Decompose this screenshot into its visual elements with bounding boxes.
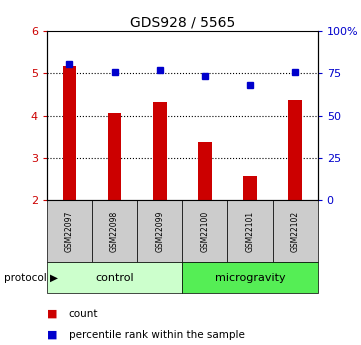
Bar [243, 176, 257, 200]
Bar [153, 102, 166, 200]
Bar [227, 200, 273, 262]
Text: GSM22098: GSM22098 [110, 210, 119, 252]
Bar [47, 262, 182, 293]
Text: GSM22099: GSM22099 [155, 210, 164, 252]
Bar [182, 200, 227, 262]
Text: GSM22100: GSM22100 [200, 210, 209, 252]
Bar [198, 142, 212, 200]
Text: control: control [95, 273, 134, 283]
Text: count: count [69, 309, 98, 319]
Text: percentile rank within the sample: percentile rank within the sample [69, 330, 244, 339]
Bar [47, 200, 92, 262]
Bar [137, 200, 182, 262]
Text: GSM22102: GSM22102 [291, 210, 300, 252]
Text: GSM22097: GSM22097 [65, 210, 74, 252]
Text: microgravity: microgravity [215, 273, 285, 283]
Bar [92, 200, 137, 262]
Bar [108, 114, 121, 200]
Bar [273, 200, 318, 262]
Bar [288, 99, 302, 200]
Text: GSM22101: GSM22101 [245, 210, 255, 252]
Title: GDS928 / 5565: GDS928 / 5565 [130, 16, 235, 30]
Text: ■: ■ [47, 309, 57, 319]
Bar [182, 262, 318, 293]
Bar [63, 66, 76, 200]
Text: ■: ■ [47, 330, 57, 339]
Text: protocol ▶: protocol ▶ [4, 273, 58, 283]
